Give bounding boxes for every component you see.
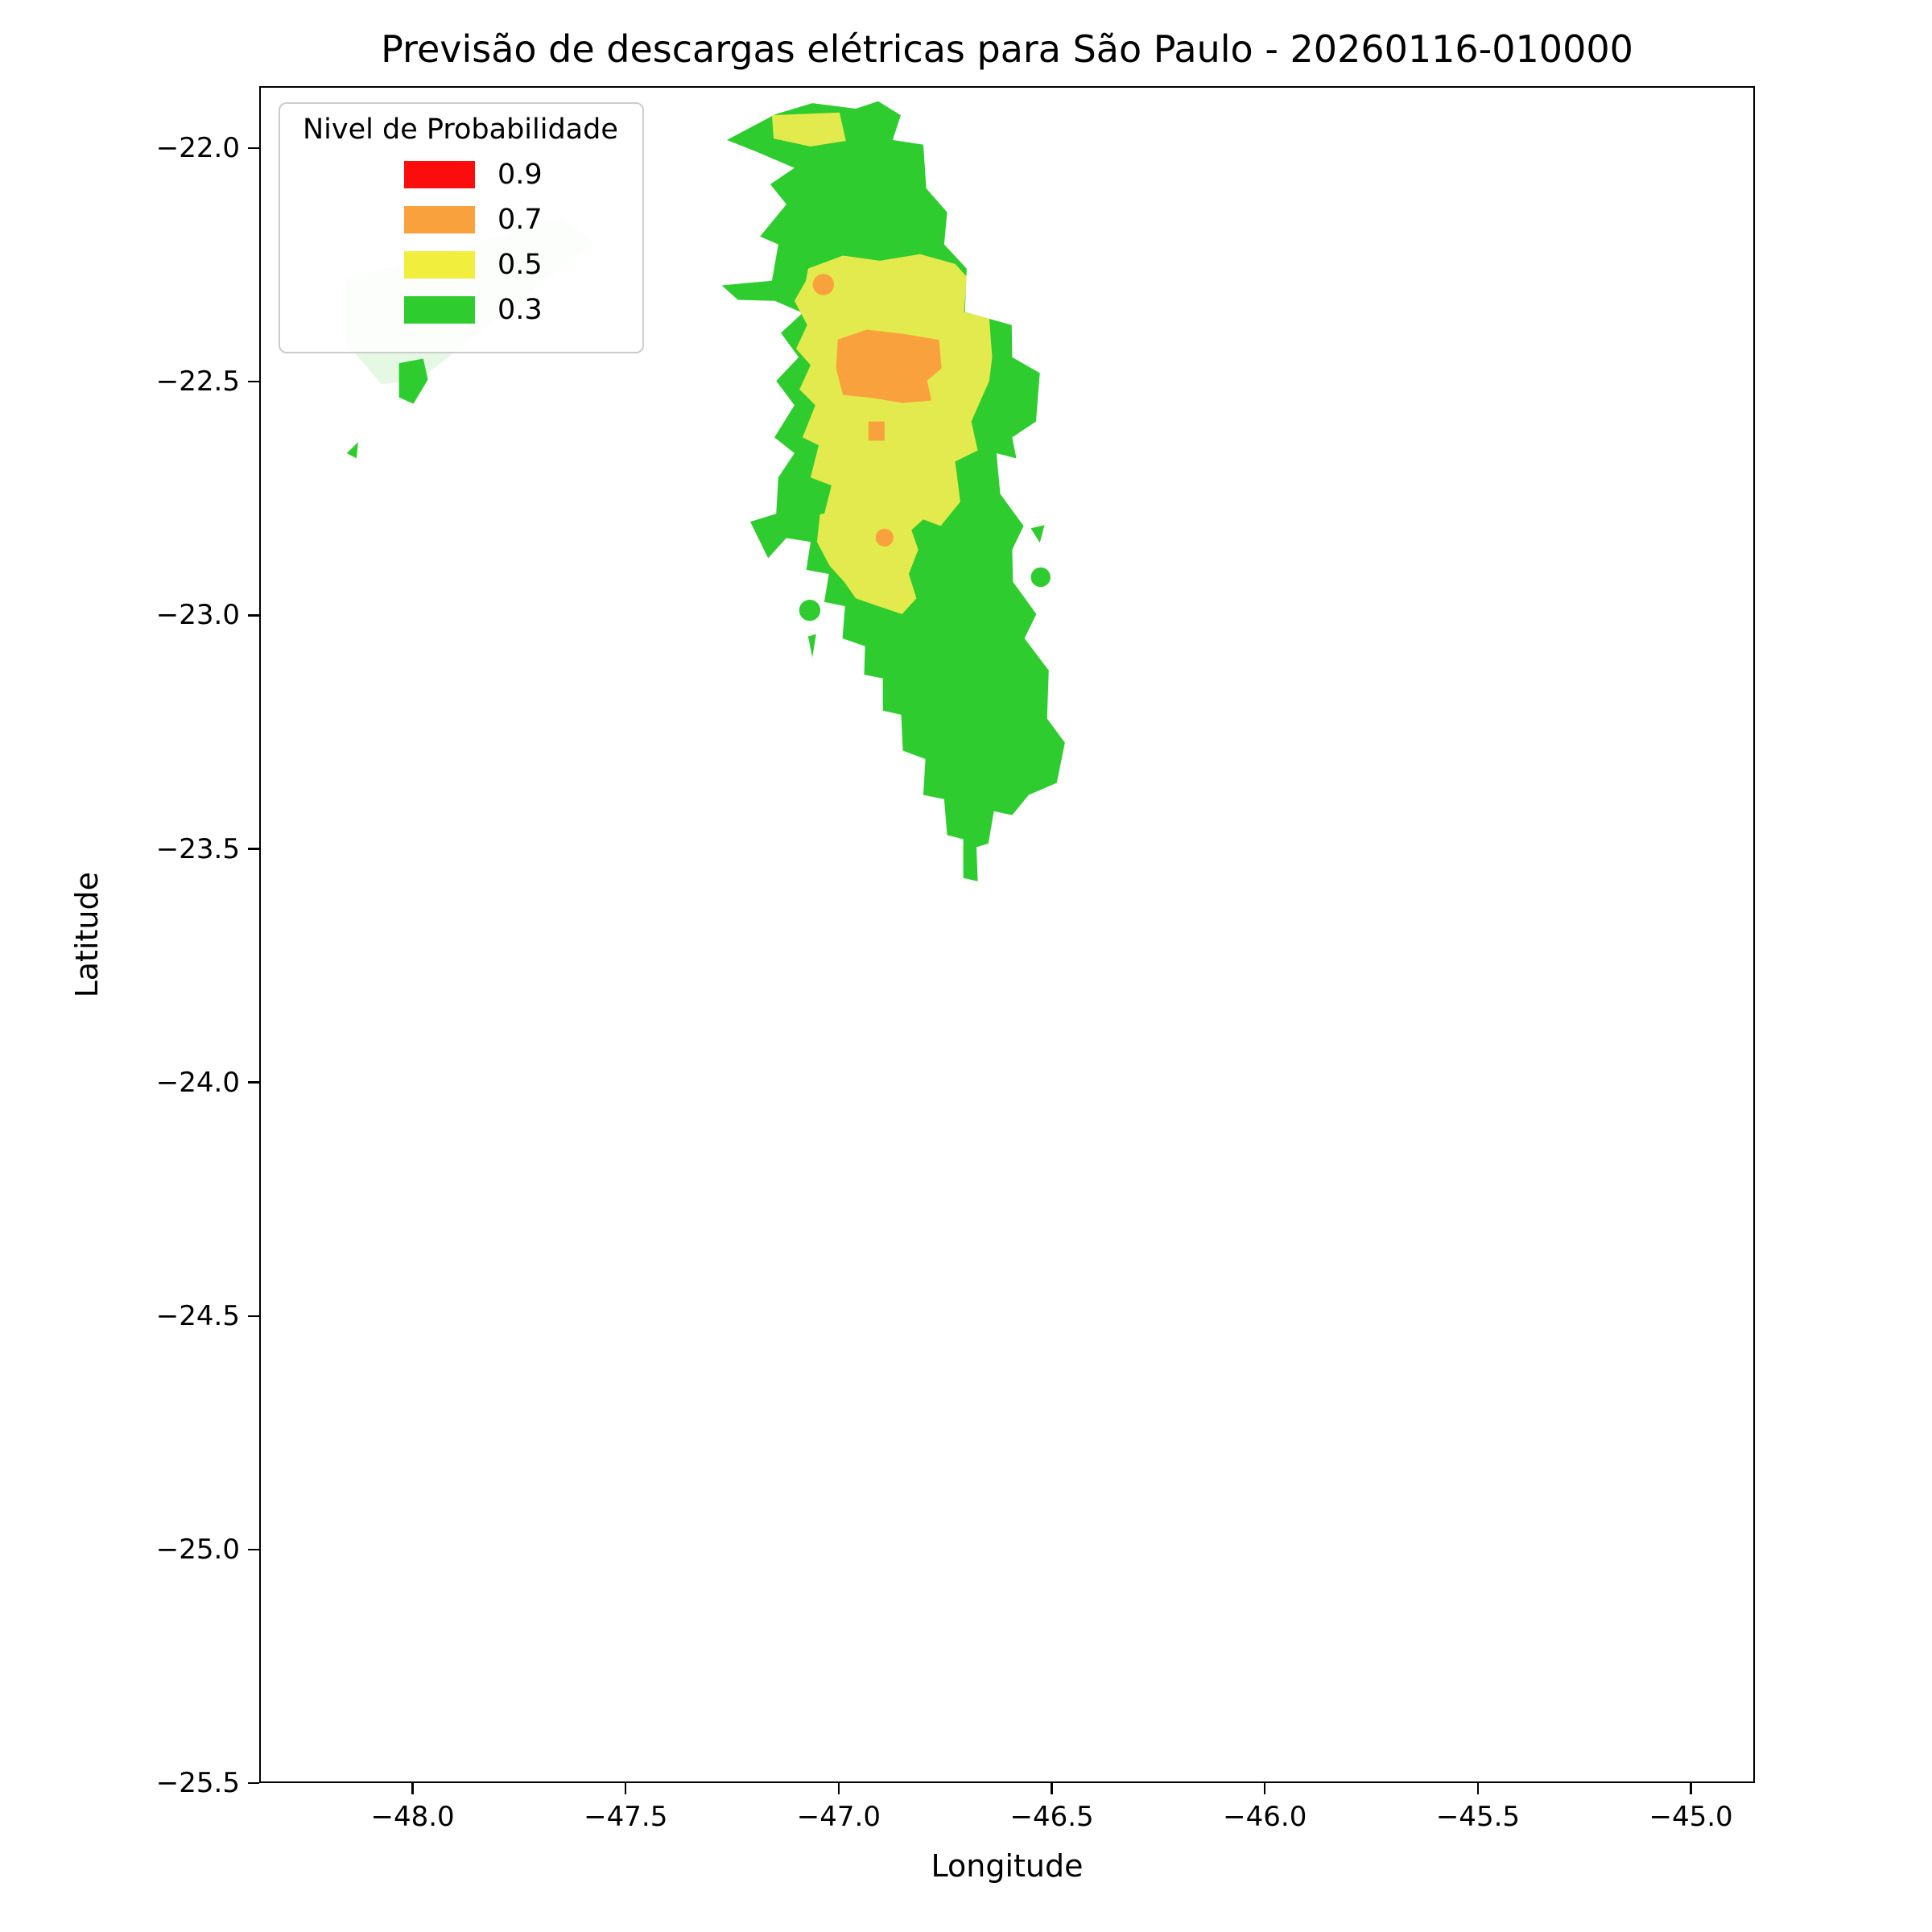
y-tick-label: −23.0 <box>155 599 240 632</box>
x-axis-label: Longitude <box>931 1848 1084 1884</box>
chart-title: Previsão de descargas elétricas para São… <box>381 27 1633 71</box>
plot-area: Nivel de Probabilidade 0.9 0.7 0.5 0.3 <box>259 86 1755 1783</box>
x-tick-label: −47.0 <box>796 1801 881 1833</box>
y-tick-label: −25.5 <box>155 1767 240 1799</box>
tick-mark <box>248 1781 259 1785</box>
legend-label-0.7: 0.7 <box>497 204 543 236</box>
tick-mark <box>837 1783 840 1794</box>
legend-title: Nivel de Probabilidade <box>303 114 618 146</box>
tick-mark <box>248 848 259 850</box>
tick-mark <box>1264 1783 1266 1794</box>
contour-region-green-triangle <box>1030 525 1045 543</box>
legend-item-0.9: 0.9 <box>404 159 618 191</box>
contour-region-small-green-patch <box>398 358 428 404</box>
contour-region-orange-dot-south <box>875 528 894 547</box>
x-tick-label: −46.0 <box>1223 1801 1307 1833</box>
contour-region-green-dot-west <box>799 599 821 621</box>
legend-item-0.3: 0.3 <box>404 294 618 326</box>
tick-mark <box>248 1548 259 1551</box>
y-tick-label: −24.0 <box>155 1066 240 1099</box>
y-tick-label: −22.0 <box>155 132 240 165</box>
x-tick-label: −46.5 <box>1009 1801 1094 1833</box>
tick-mark <box>248 147 259 150</box>
legend-label-0.9: 0.9 <box>497 159 543 191</box>
tick-mark <box>248 1315 259 1317</box>
legend-item-0.7: 0.7 <box>404 204 618 236</box>
legend-swatch-red <box>404 161 475 188</box>
y-tick-label: −23.5 <box>155 832 240 865</box>
tick-mark <box>1690 1783 1692 1794</box>
tick-mark <box>411 1783 414 1794</box>
contour-region-orange-square <box>868 421 885 441</box>
legend-item-0.5: 0.5 <box>404 249 618 281</box>
legend-swatch-orange <box>404 206 475 233</box>
x-tick-label: −45.5 <box>1435 1801 1521 1833</box>
x-tick-label: −45.0 <box>1649 1801 1733 1833</box>
legend-label-0.5: 0.5 <box>497 249 543 281</box>
contour-region-yellow-top <box>771 112 846 147</box>
x-tick-label: −47.5 <box>584 1801 668 1833</box>
legend: Nivel de Probabilidade 0.9 0.7 0.5 0.3 <box>279 102 644 353</box>
tick-mark <box>1051 1783 1053 1794</box>
contour-region-green-dot-east <box>1030 567 1051 588</box>
legend-swatch-green <box>404 296 475 324</box>
x-tick-label: −48.0 <box>370 1801 455 1833</box>
y-axis-label: Latitude <box>69 86 105 1783</box>
contour-region-green-sliver <box>807 634 816 658</box>
y-tick-label: −24.5 <box>155 1299 240 1332</box>
tick-mark <box>248 1081 259 1084</box>
y-tick-label: −25.0 <box>155 1533 240 1566</box>
tick-mark <box>248 381 259 383</box>
contour-region-tiny-green-check <box>346 442 358 459</box>
contour-region-orange-dot-north <box>812 274 834 295</box>
y-axis-label-text: Latitude <box>69 871 105 998</box>
tick-mark <box>248 614 259 617</box>
legend-swatch-yellow <box>404 251 475 279</box>
contour-region-orange-main <box>836 329 942 403</box>
legend-label-0.3: 0.3 <box>497 294 543 326</box>
y-tick-label: −22.5 <box>155 365 240 398</box>
contour-map-svg <box>345 101 1065 881</box>
tick-mark <box>1476 1783 1480 1794</box>
tick-mark <box>625 1783 627 1794</box>
